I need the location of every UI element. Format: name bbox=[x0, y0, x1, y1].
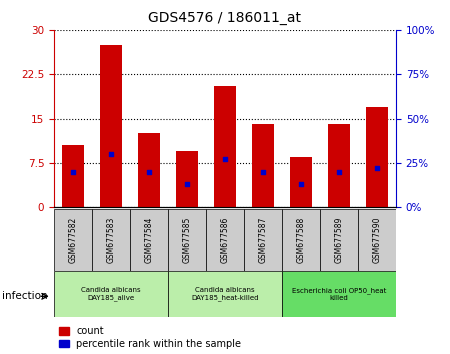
Bar bbox=[62, 145, 85, 207]
Bar bbox=[290, 157, 312, 207]
Text: GSM677586: GSM677586 bbox=[220, 217, 230, 263]
Bar bbox=[365, 107, 388, 207]
Bar bbox=[252, 125, 274, 207]
Text: GSM677582: GSM677582 bbox=[68, 217, 77, 263]
Bar bbox=[99, 45, 122, 207]
Text: GSM677590: GSM677590 bbox=[373, 217, 382, 263]
Bar bbox=[244, 209, 282, 271]
Bar bbox=[282, 271, 396, 317]
Text: GSM677589: GSM677589 bbox=[334, 217, 343, 263]
Bar bbox=[138, 133, 160, 207]
Text: infection: infection bbox=[2, 291, 48, 301]
Point bbox=[145, 169, 153, 175]
Text: GSM677583: GSM677583 bbox=[107, 217, 116, 263]
Legend: count, percentile rank within the sample: count, percentile rank within the sample bbox=[59, 326, 241, 349]
Bar bbox=[168, 271, 282, 317]
Bar bbox=[176, 151, 198, 207]
Point bbox=[184, 181, 191, 187]
Text: GSM677588: GSM677588 bbox=[297, 217, 306, 263]
Point bbox=[108, 151, 115, 157]
Bar bbox=[328, 125, 351, 207]
Text: GSM677587: GSM677587 bbox=[258, 217, 267, 263]
Bar bbox=[214, 86, 236, 207]
Bar bbox=[92, 209, 130, 271]
Point bbox=[221, 156, 229, 162]
Bar bbox=[358, 209, 396, 271]
Bar bbox=[206, 209, 244, 271]
Bar bbox=[130, 209, 168, 271]
Bar bbox=[54, 271, 168, 317]
Bar bbox=[282, 209, 320, 271]
Point bbox=[259, 169, 266, 175]
Text: Escherichia coli OP50_heat
killed: Escherichia coli OP50_heat killed bbox=[292, 287, 386, 301]
Bar bbox=[54, 209, 92, 271]
Text: Candida albicans
DAY185_heat-killed: Candida albicans DAY185_heat-killed bbox=[191, 287, 259, 301]
Point bbox=[69, 169, 76, 175]
Text: GDS4576 / 186011_at: GDS4576 / 186011_at bbox=[148, 11, 302, 25]
Text: GSM677584: GSM677584 bbox=[144, 217, 153, 263]
Text: Candida albicans
DAY185_alive: Candida albicans DAY185_alive bbox=[81, 287, 141, 301]
Bar bbox=[320, 209, 358, 271]
Point bbox=[374, 165, 381, 171]
Bar bbox=[168, 209, 206, 271]
Point bbox=[297, 181, 305, 187]
Point bbox=[335, 169, 342, 175]
Text: GSM677585: GSM677585 bbox=[183, 217, 192, 263]
